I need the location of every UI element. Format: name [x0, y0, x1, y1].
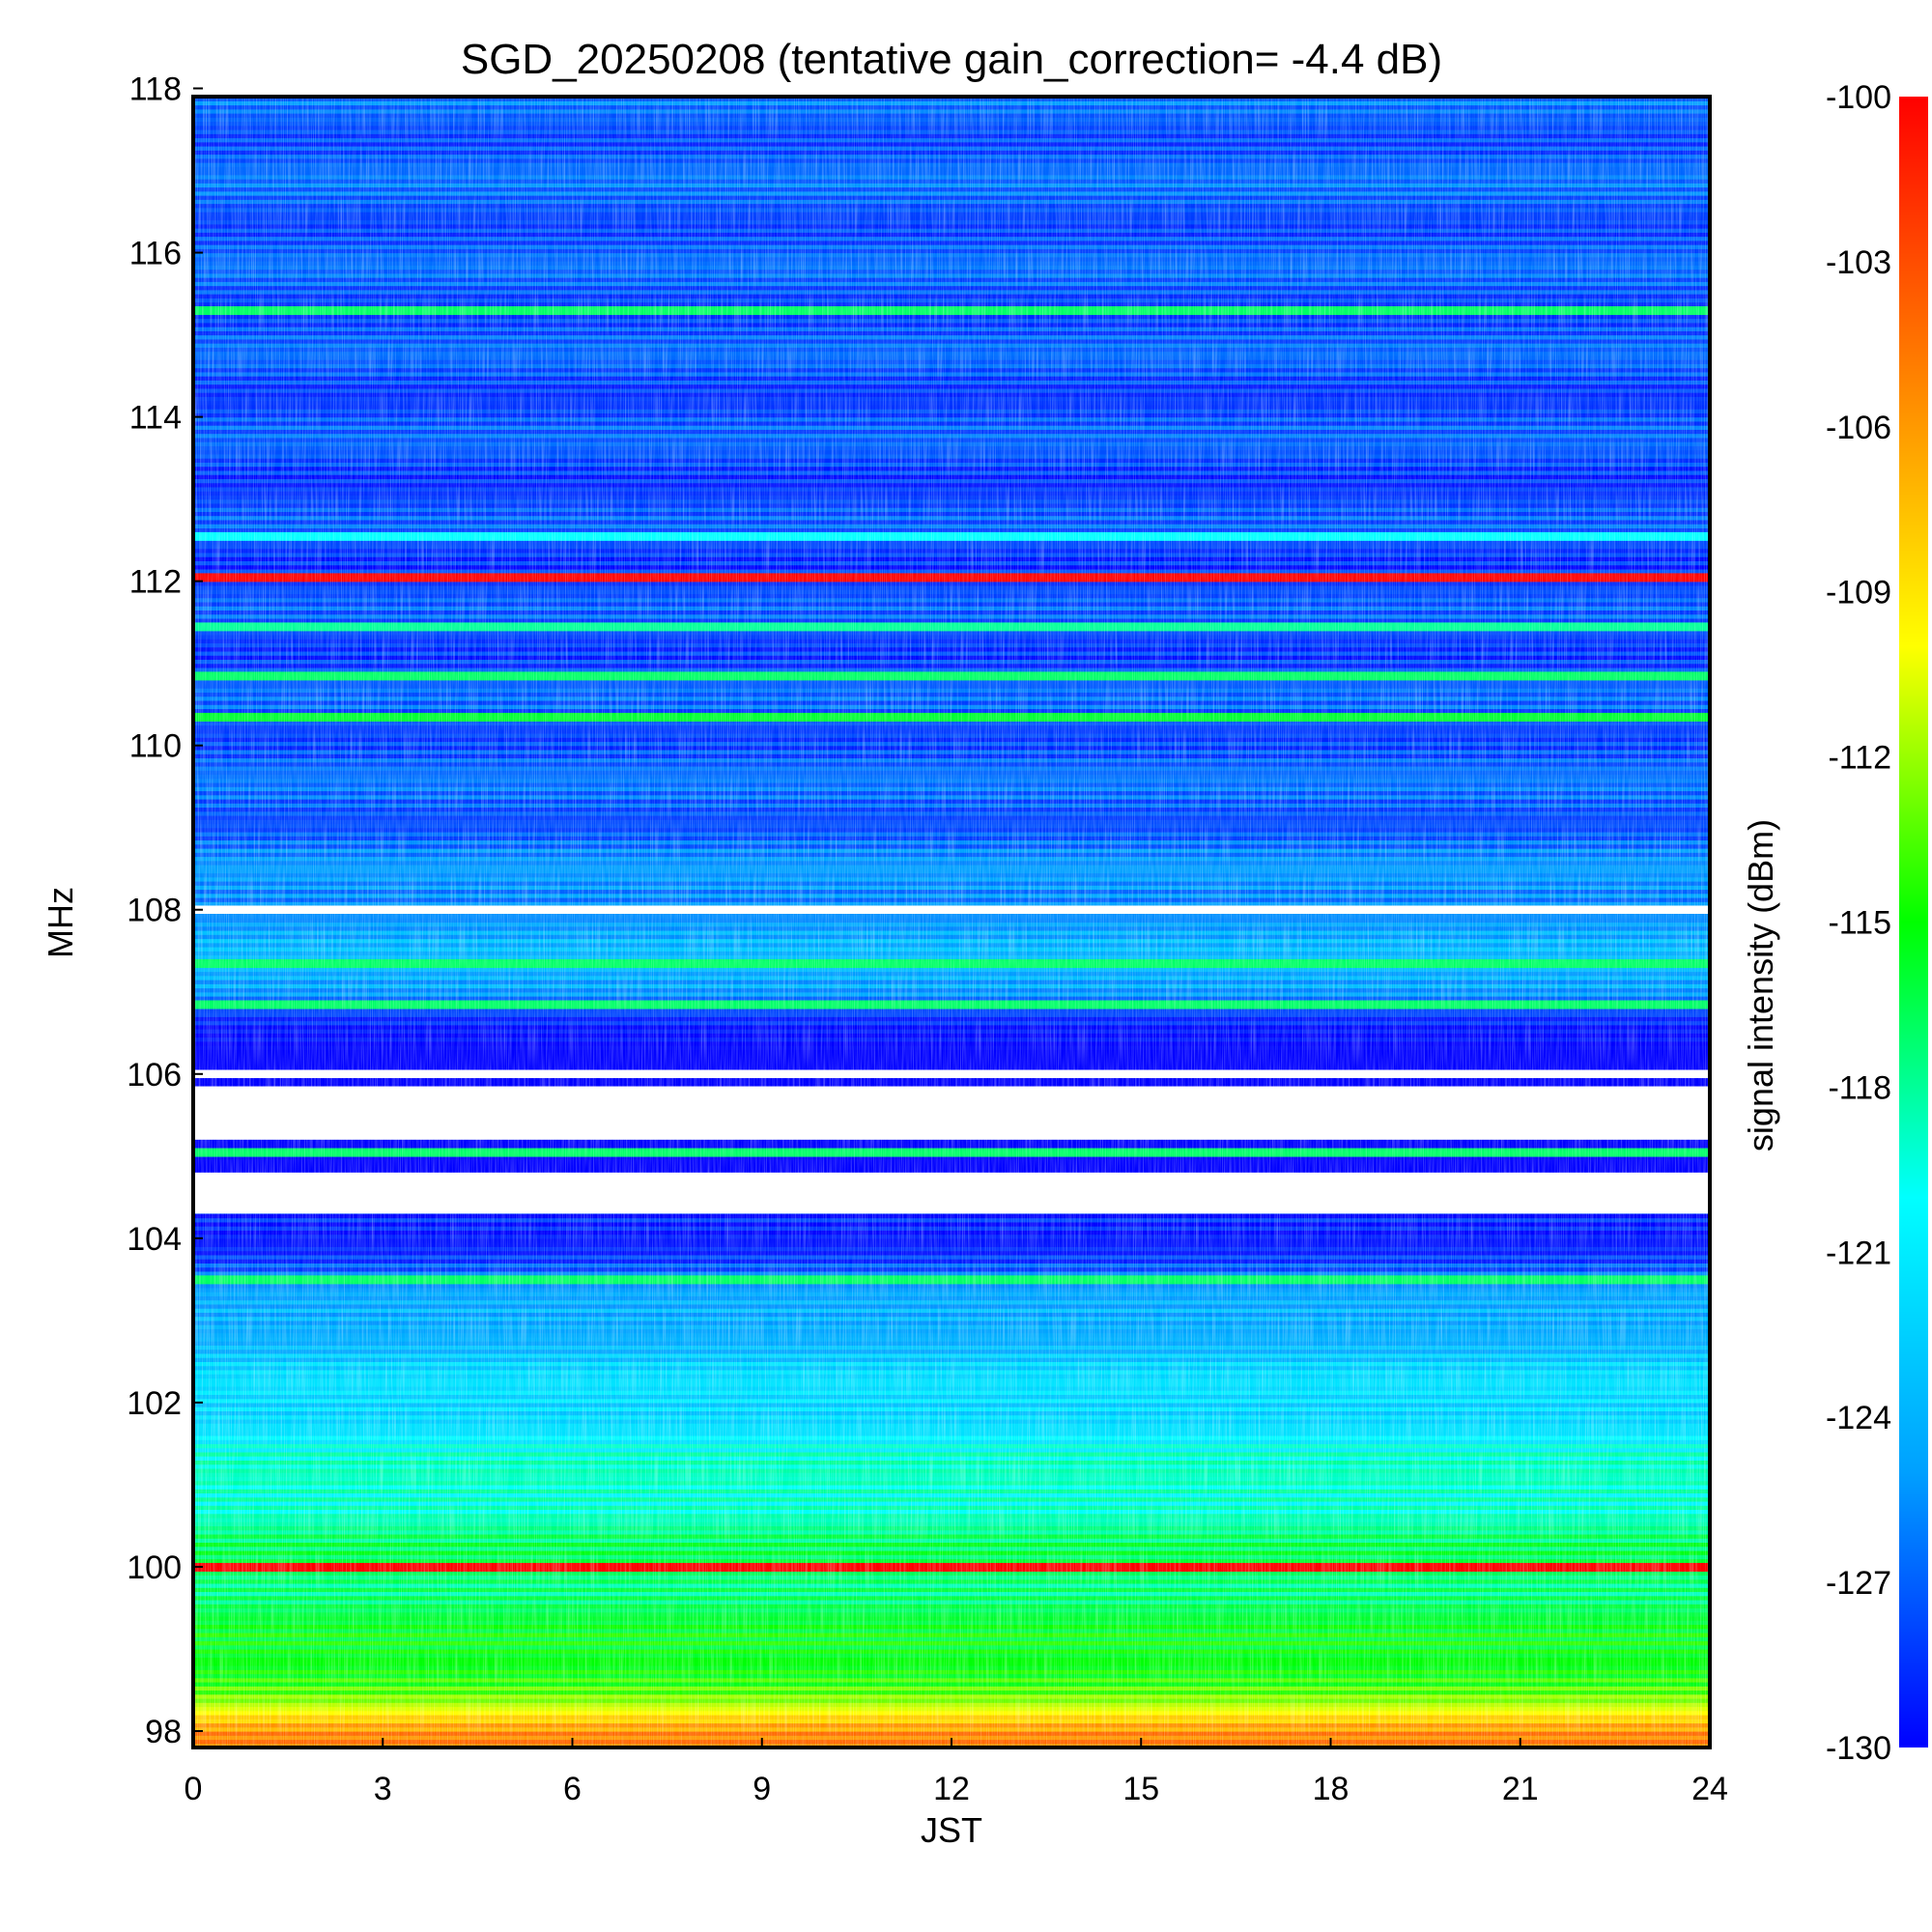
- y-tick-label: 102: [127, 1385, 182, 1422]
- x-axis-label: JST: [921, 1810, 982, 1850]
- x-tick-label: 15: [1122, 1771, 1159, 1807]
- x-axis: 0 3 6 9 12 15 18 21 24: [185, 1738, 1728, 1807]
- x-tick-label: 3: [374, 1771, 392, 1807]
- plot-area: [191, 95, 1712, 1749]
- y-tick-label: 98: [145, 1714, 182, 1750]
- x-tick-label: 6: [563, 1771, 582, 1807]
- heatmap-texture: [193, 97, 1710, 1747]
- y-tick-label: 100: [127, 1549, 182, 1586]
- x-tick-label: 21: [1502, 1771, 1539, 1807]
- x-tick-label: 9: [753, 1771, 771, 1807]
- colorbar-tick-label: -121: [1826, 1235, 1891, 1271]
- colorbar-tick-label: -118: [1828, 1069, 1891, 1106]
- colorbar-gradient: [1899, 97, 1928, 1747]
- y-axis-label: MHz: [41, 887, 80, 958]
- colorbar-tick-label: -100: [1826, 79, 1891, 116]
- y-tick-label: 112: [129, 564, 182, 601]
- colorbar-label: signal intensity (dBm): [1741, 819, 1780, 1151]
- colorbar-ticks: -100 -103 -106 -109 -112 -115 -118 -121 -124 -127…: [1826, 79, 1891, 1767]
- colorbar-tick-label: -106: [1826, 410, 1891, 446]
- y-tick-label: 104: [127, 1221, 182, 1258]
- colorbar-tick-label: -115: [1828, 905, 1891, 942]
- y-axis: 98 100 102 104 106 108 110 112 114 116 118: [127, 71, 203, 1750]
- x-tick-label: 0: [185, 1771, 203, 1807]
- colorbar-tick-label: -103: [1826, 244, 1891, 281]
- colorbar-tick-label: -127: [1826, 1565, 1891, 1602]
- colorbar-tick-label: -124: [1826, 1400, 1891, 1436]
- x-tick-label: 24: [1691, 1771, 1728, 1807]
- y-tick-label: 116: [129, 236, 182, 272]
- colorbar-tick-label: -130: [1826, 1730, 1891, 1767]
- y-tick-label: 118: [129, 71, 182, 107]
- y-tick-label: 108: [127, 893, 182, 929]
- colorbar: -100 -103 -106 -109 -112 -115 -118 -121 -124 -127…: [1741, 79, 1928, 1767]
- chart-title: SGD_20250208 (tentative gain_correction=…: [461, 36, 1442, 83]
- y-tick-label: 110: [129, 728, 182, 765]
- x-tick-label: 12: [933, 1771, 970, 1807]
- colorbar-tick-label: -112: [1828, 740, 1891, 777]
- y-tick-label: 114: [129, 400, 182, 437]
- colorbar-tick-label: -109: [1826, 575, 1891, 611]
- x-tick-label: 18: [1313, 1771, 1350, 1807]
- y-tick-label: 106: [127, 1057, 182, 1094]
